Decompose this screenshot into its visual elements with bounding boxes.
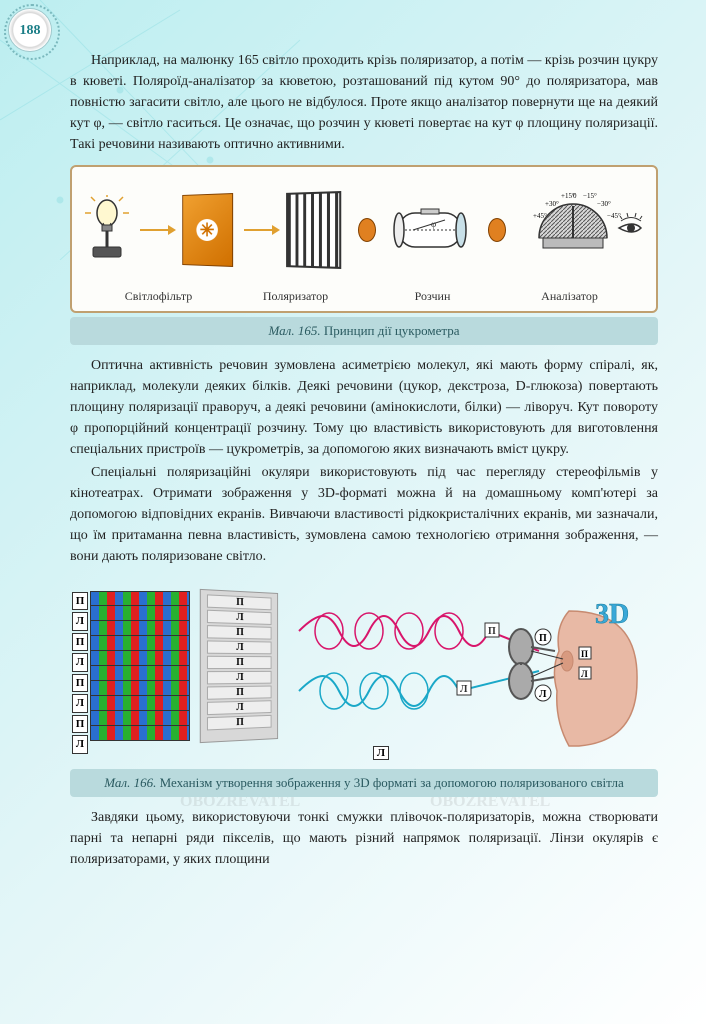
row-label: Л [72, 612, 88, 631]
svg-text:0: 0 [573, 192, 577, 200]
light-dot-icon [358, 218, 376, 242]
svg-text:Л: Л [539, 689, 547, 700]
label-solution: Розчин [364, 287, 501, 305]
strip-label: П [207, 625, 272, 640]
polarizer-icon [286, 191, 341, 269]
strip-label: П [207, 594, 272, 610]
solution-cuvette-icon: φ [393, 205, 471, 255]
polarizer-film-icon: П Л П Л П Л П Л П [200, 588, 278, 742]
paragraph-3: Спеціальні поляризаційні окуляри викорис… [70, 462, 658, 567]
diagram-labels-row: Світлофільтр Поляризатор Розчин Аналізат… [82, 287, 646, 305]
figure-number: Мал. 165. [269, 323, 321, 338]
svg-text:Л: Л [460, 684, 468, 695]
strip-label: Л [207, 700, 272, 715]
lamp-icon [85, 195, 129, 265]
figure-number: Мал. 166. [104, 775, 156, 790]
strip-label: П [207, 685, 272, 699]
arrow-icon [244, 229, 274, 231]
label-3d: 3D [595, 599, 629, 630]
page-content: Наприклад, на малюнку 165 світло проходи… [0, 0, 706, 892]
svg-text:П: П [539, 633, 547, 644]
row-label: П [72, 633, 88, 652]
strip-label: П [207, 714, 272, 730]
lightfilter-icon: ✳ [182, 193, 233, 267]
svg-text:−45°: −45° [607, 212, 621, 220]
diagram-3d-polarization: П Л П Л П Л П Л П Л П Л П Л П Л [70, 581, 658, 751]
svg-text:φ: φ [431, 219, 436, 229]
pixel-grid-icon: П Л П Л П Л П Л [70, 591, 190, 741]
figure-165: ✳ φ +15°0−15° + [70, 165, 658, 313]
viewer-head-area: П Л П Л [280, 581, 658, 751]
figure-166: П Л П Л П Л П Л П Л П Л П Л П Л [70, 577, 658, 766]
figure-166-caption: Мал. 166. Механізм утворення зображення … [70, 769, 658, 797]
label-analyzer: Аналізатор [501, 287, 638, 305]
arrow-icon [140, 229, 170, 231]
row-label: П [72, 592, 88, 611]
figure-text: Механізм утворення зображення у 3D форма… [160, 775, 624, 790]
strip-label: Л [207, 670, 272, 684]
light-dot-icon [488, 218, 506, 242]
strip-label: Л [207, 609, 272, 624]
svg-text:+30°: +30° [545, 200, 559, 208]
diagram-saccharimeter: ✳ φ +15°0−15° + [82, 175, 646, 285]
strip-label: П [207, 655, 272, 668]
svg-text:П: П [581, 649, 588, 659]
strip-label: Л [207, 640, 272, 654]
svg-text:−30°: −30° [597, 200, 611, 208]
row-labels-column: П Л П Л П Л П Л [70, 591, 90, 741]
figure-text: Принцип дії цукрометра [324, 323, 460, 338]
svg-text:П: П [488, 626, 496, 637]
paragraph-4: Завдяки цьому, використовуючи тонкі смуж… [70, 807, 658, 870]
paragraph-1: Наприклад, на малюнку 165 світло проходи… [70, 50, 658, 155]
figure-165-caption: Мал. 165. Принцип дії цукрометра [70, 317, 658, 345]
row-label: П [72, 715, 88, 734]
row-label: Л [72, 694, 88, 713]
svg-text:Л: Л [581, 669, 588, 679]
label-polarizer: Поляризатор [227, 287, 364, 305]
row-label: Л [72, 735, 88, 754]
paragraph-2: Оптична активність речовин зумовлена аси… [70, 355, 658, 460]
row-label: П [72, 674, 88, 693]
svg-text:−15°: −15° [583, 192, 597, 200]
label-filter: Світлофільтр [90, 287, 227, 305]
analyzer-icon: +15°0−15° +30°−30° +45°−45° [523, 190, 643, 270]
row-label: Л [72, 653, 88, 672]
